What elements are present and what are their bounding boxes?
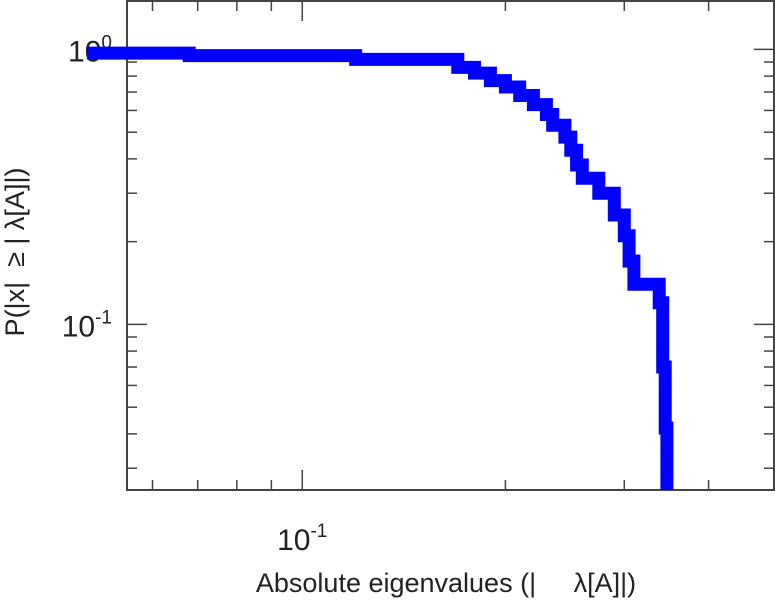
y-tick-label: 10-1 [62, 307, 112, 343]
series-layer [87, 46, 674, 490]
series-line [87, 46, 674, 490]
x-tick-label: 10-1 [277, 521, 327, 557]
y-axis-label: P(|x| ≥ | λ[A]|) [0, 168, 30, 337]
x-axis-label: Absolute eigenvalues (| λ[A]|) [256, 568, 636, 598]
plot-frame [126, 0, 775, 491]
axis-ticks [127, 1, 775, 490]
